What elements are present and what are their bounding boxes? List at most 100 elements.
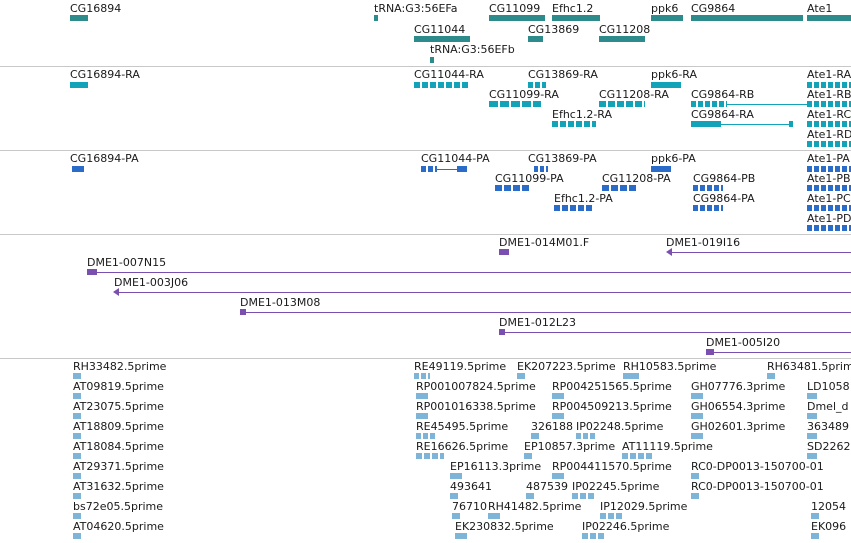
est-glyph[interactable]: [416, 393, 428, 399]
est-label[interactable]: 363489: [807, 420, 849, 433]
protein-glyph[interactable]: [534, 166, 548, 172]
est-label[interactable]: AT31632.5prime: [73, 480, 164, 493]
est-glyph[interactable]: [623, 373, 639, 379]
est-glyph[interactable]: [73, 473, 81, 479]
clone-label[interactable]: DME1-003J06: [114, 276, 189, 289]
gene-glyph[interactable]: [430, 57, 434, 63]
est-glyph[interactable]: [582, 533, 604, 539]
clone-glyph[interactable]: [499, 329, 505, 335]
transcript-glyph[interactable]: [552, 121, 596, 127]
gene-glyph[interactable]: [552, 15, 600, 21]
est-glyph[interactable]: [691, 433, 703, 439]
est-glyph[interactable]: [524, 453, 532, 459]
clone-label[interactable]: DME1-014M01.F: [499, 236, 590, 249]
transcript-glyph[interactable]: [807, 121, 851, 127]
protein-label[interactable]: CG9864-PB: [693, 172, 756, 185]
clone-label[interactable]: DME1-005I20: [706, 336, 781, 349]
clone-line[interactable]: [246, 312, 851, 313]
transcript-label[interactable]: Ate1-RA: [807, 68, 851, 81]
clone-label[interactable]: DME1-013M08: [240, 296, 321, 309]
est-glyph[interactable]: [452, 513, 460, 519]
est-glyph[interactable]: [622, 453, 652, 459]
gene-glyph[interactable]: [528, 36, 543, 42]
est-glyph[interactable]: [73, 513, 81, 519]
protein-label[interactable]: CG9864-PA: [693, 192, 755, 205]
est-label[interactable]: RE16626.5prime: [416, 440, 509, 453]
est-glyph[interactable]: [416, 413, 428, 419]
est-label[interactable]: Dmel_d: [807, 400, 849, 413]
protein-label[interactable]: Ate1-PA: [807, 152, 850, 165]
est-glyph[interactable]: [807, 393, 817, 399]
protein-glyph[interactable]: [554, 205, 592, 211]
gene-glyph[interactable]: [374, 15, 378, 21]
protein-label[interactable]: Ate1-PB: [807, 172, 851, 185]
est-label[interactable]: 12054: [811, 500, 846, 513]
est-glyph[interactable]: [552, 393, 564, 399]
est-glyph[interactable]: [526, 493, 534, 499]
est-glyph[interactable]: [572, 493, 596, 499]
est-label[interactable]: SD2262: [807, 440, 851, 453]
est-label[interactable]: RP001007824.5prime: [416, 380, 536, 393]
est-label[interactable]: 487539: [526, 480, 568, 493]
est-label[interactable]: RH63481.5prime: [767, 360, 851, 373]
est-label[interactable]: GH07776.3prime: [691, 380, 786, 393]
est-glyph[interactable]: [691, 413, 703, 419]
est-glyph[interactable]: [767, 373, 775, 379]
est-glyph[interactable]: [517, 373, 525, 379]
gene-label[interactable]: tRNA:G3:56EFb: [430, 43, 515, 56]
clone-line[interactable]: [714, 352, 851, 353]
protein-label[interactable]: CG11208-PA: [602, 172, 671, 185]
transcript-glyph[interactable]: [807, 82, 851, 88]
gene-label[interactable]: CG9864: [691, 2, 736, 15]
protein-glyph[interactable]: [651, 166, 671, 172]
est-glyph[interactable]: [691, 393, 703, 399]
transcript-glyph[interactable]: [599, 101, 645, 107]
est-glyph[interactable]: [73, 433, 81, 439]
protein-label[interactable]: CG11044-PA: [421, 152, 490, 165]
clone-glyph[interactable]: [499, 249, 509, 255]
gene-label[interactable]: ppk6: [651, 2, 679, 15]
transcript-label[interactable]: Efhc1.2-RA: [552, 108, 613, 121]
transcript-glyph[interactable]: [789, 121, 793, 127]
clone-glyph[interactable]: [87, 269, 97, 275]
transcript-glyph[interactable]: [70, 82, 88, 88]
est-glyph[interactable]: [450, 493, 458, 499]
est-label[interactable]: RC0-DP0013-150700-01: [691, 460, 824, 473]
est-label[interactable]: AT18084.5prime: [73, 440, 164, 453]
est-glyph[interactable]: [73, 373, 81, 379]
clone-label[interactable]: DME1-012L23: [499, 316, 576, 329]
est-glyph[interactable]: [691, 473, 699, 479]
est-label[interactable]: LD1058: [807, 380, 850, 393]
est-label[interactable]: EK230832.5prime: [455, 520, 554, 533]
protein-glyph[interactable]: [807, 225, 851, 231]
est-label[interactable]: RC0-DP0013-150700-01: [691, 480, 824, 493]
gene-glyph[interactable]: [414, 36, 470, 42]
est-label[interactable]: RE45495.5prime: [416, 420, 509, 433]
est-label[interactable]: RH10583.5prime: [623, 360, 717, 373]
protein-glyph[interactable]: [457, 166, 467, 172]
est-glyph[interactable]: [414, 373, 430, 379]
clone-glyph[interactable]: [240, 309, 246, 315]
transcript-label[interactable]: Ate1-RB: [807, 88, 851, 101]
clone-line[interactable]: [97, 272, 851, 273]
transcript-label[interactable]: CG9864-RA: [691, 108, 754, 121]
est-label[interactable]: IP02245.5prime: [572, 480, 660, 493]
est-label[interactable]: AT09819.5prime: [73, 380, 164, 393]
clone-glyph[interactable]: [706, 349, 714, 355]
est-glyph[interactable]: [73, 533, 81, 539]
transcript-glyph[interactable]: [528, 82, 546, 88]
est-glyph[interactable]: [807, 413, 817, 419]
clone-label[interactable]: DME1-007N15: [87, 256, 167, 269]
est-label[interactable]: AT23075.5prime: [73, 400, 164, 413]
est-glyph[interactable]: [807, 453, 817, 459]
gene-glyph[interactable]: [807, 15, 851, 21]
gene-label[interactable]: Ate1: [807, 2, 833, 15]
est-label[interactable]: RH33482.5prime: [73, 360, 167, 373]
est-label[interactable]: bs72e05.5prime: [73, 500, 164, 513]
est-glyph[interactable]: [73, 393, 81, 399]
transcript-glyph[interactable]: [807, 141, 851, 147]
protein-label[interactable]: CG11099-PA: [495, 172, 564, 185]
protein-glyph[interactable]: [807, 185, 851, 191]
est-glyph[interactable]: [73, 413, 81, 419]
gene-label[interactable]: Efhc1.2: [552, 2, 594, 15]
